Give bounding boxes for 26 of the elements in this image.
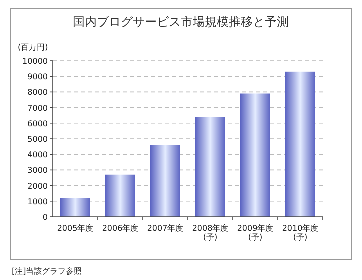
bar xyxy=(60,198,90,217)
x-tick-label: 2010年度 (予) xyxy=(282,224,319,242)
y-tick-label: 4000 xyxy=(28,150,48,160)
x-tick-label: 2005年度 xyxy=(57,224,94,233)
y-tick-label: 5000 xyxy=(28,135,48,144)
x-tick-label: 2006年度 xyxy=(102,224,139,233)
x-tick-label: 2009年度 (予) xyxy=(237,224,274,242)
y-tick-label: 7000 xyxy=(28,104,48,113)
text: [注]当該グラフ参照 xyxy=(12,267,82,276)
y-tick-label: 8000 xyxy=(28,88,48,98)
x-tick-label: 2007年度 xyxy=(147,224,184,233)
bar xyxy=(150,145,180,217)
y-tick-label: 10000 xyxy=(22,57,48,66)
y-tick-label: 3000 xyxy=(28,166,48,176)
bar xyxy=(286,72,316,217)
y-tick-label: 9000 xyxy=(28,72,48,82)
y-tick-label: 0 xyxy=(42,213,48,222)
y-tick-label: 1000 xyxy=(28,197,48,206)
x-tick-label: 2008年度 (予) xyxy=(192,224,229,242)
chart-title: 国内ブログサービス市場規模推移と予測 xyxy=(73,15,289,29)
y-tick-label: 2000 xyxy=(28,182,48,191)
bar xyxy=(196,117,226,217)
y-axis-title: (百万円) xyxy=(18,43,48,52)
bar xyxy=(240,94,270,217)
y-tick-label: 6000 xyxy=(28,119,48,128)
bar xyxy=(106,174,136,217)
